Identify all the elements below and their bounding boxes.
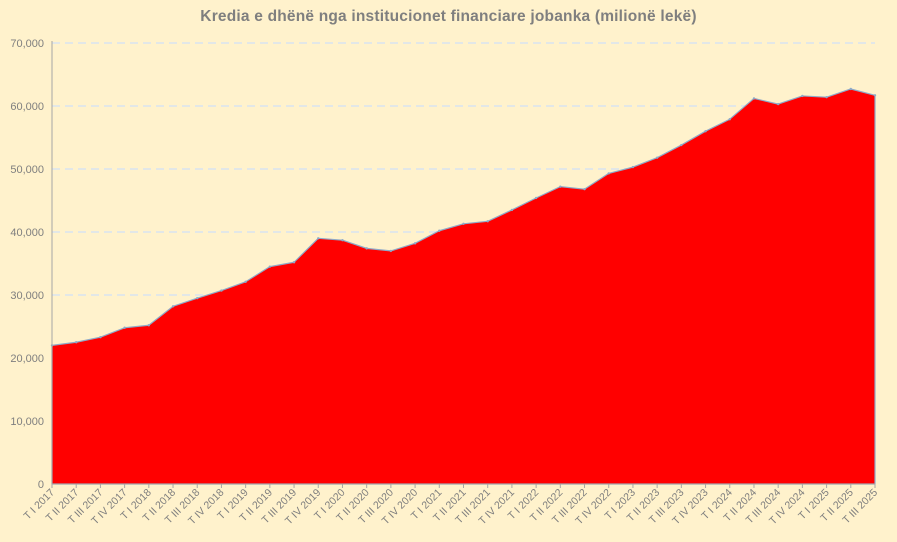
data-point — [365, 247, 368, 250]
data-point — [655, 156, 659, 159]
chart-title: Kredia e dhënë nga institucionet financi… — [200, 8, 697, 25]
series-area — [51, 88, 876, 485]
data-point — [147, 324, 151, 327]
data-point — [244, 280, 247, 283]
data-point — [752, 97, 756, 100]
data-point — [196, 296, 199, 300]
y-tick-label: 20,000 — [10, 353, 44, 365]
data-point — [438, 229, 441, 232]
data-point — [873, 94, 877, 97]
data-point — [631, 165, 635, 169]
data-point — [559, 185, 562, 188]
data-point — [825, 95, 828, 99]
data-point — [534, 196, 538, 200]
data-point — [776, 102, 780, 106]
data-point — [123, 326, 126, 329]
data-point — [171, 305, 175, 308]
data-point — [510, 208, 514, 212]
data-point — [220, 289, 223, 292]
y-tick-label: 60,000 — [10, 101, 44, 113]
data-point — [75, 341, 78, 344]
y-tick-label: 50,000 — [10, 164, 44, 176]
data-point — [389, 249, 393, 253]
data-point — [801, 94, 804, 98]
y-tick-label: 70,000 — [10, 38, 44, 50]
data-point — [317, 237, 320, 240]
data-point — [99, 336, 102, 339]
y-tick-label: 10,000 — [10, 416, 44, 428]
data-point — [849, 87, 852, 91]
data-point — [486, 220, 489, 223]
data-point — [462, 222, 465, 226]
y-tick-label: 0 — [38, 479, 44, 491]
data-point — [292, 261, 296, 264]
data-point — [413, 242, 417, 245]
data-point — [583, 187, 586, 191]
data-point — [728, 118, 731, 121]
data-point — [607, 172, 610, 175]
y-tick-label: 30,000 — [10, 290, 44, 302]
data-point — [341, 238, 344, 242]
data-point — [680, 143, 683, 147]
y-tick-label: 40,000 — [10, 227, 44, 239]
data-point — [704, 130, 707, 133]
data-point — [268, 265, 272, 268]
